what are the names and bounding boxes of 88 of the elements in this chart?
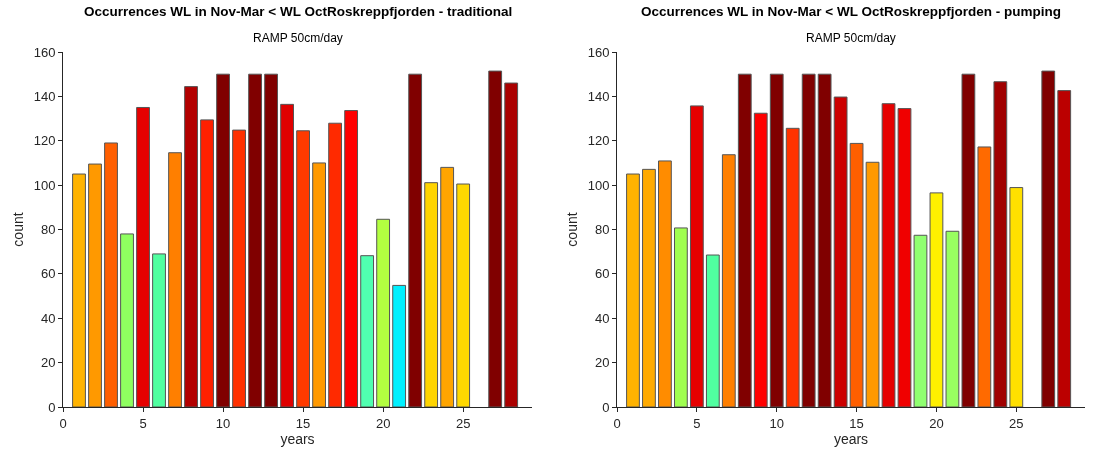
bar [785,127,800,407]
y-tick-label: 140 [33,88,56,104]
x-tick-label: 20 [375,415,391,431]
bar [504,82,519,407]
y-tick-label: 60 [594,266,610,282]
y-tick-label: 80 [594,222,610,238]
x-tick-label: 0 [59,415,67,431]
bar [977,146,992,407]
y-tick-label: 60 [40,266,56,282]
x-tick-label: 25 [455,415,471,431]
x-tick-label: 0 [613,415,621,431]
bar [705,254,720,407]
y-tick-label: 40 [594,310,610,326]
bar [200,119,214,407]
chart-subtitle: RAMP 50cm/day [806,31,896,45]
y-tick-label: 20 [594,355,610,371]
y-axis-title: count [564,212,581,247]
chart-title: Occurrences WL in Nov-Mar < WL OctRoskreppfjorden - pumping [641,4,1061,19]
bar [753,112,768,407]
bar [440,166,455,407]
bar [721,154,736,407]
bar [152,253,166,407]
bar [817,73,832,407]
bar [961,73,976,407]
bar [1009,187,1024,407]
x-tick-label: 10 [769,415,784,431]
bar [360,255,375,407]
bar [168,152,182,407]
bar [264,73,278,407]
bar [488,70,503,407]
bar [642,168,656,407]
x-tick-label: 25 [1009,415,1024,431]
x-tick-label: 5 [139,415,147,431]
bar [993,81,1008,407]
x-axis-title: years [280,430,315,447]
x-tick-label: 10 [215,415,231,431]
bar [408,73,423,407]
chart-title: Occurrences WL in Nov-Mar < WL OctRoskreppfjorden - traditional [84,4,513,19]
bar [865,161,880,407]
bar [392,284,407,407]
y-tick-label: 160 [33,44,56,60]
x-tick-label: 5 [693,415,701,431]
bar [88,163,102,407]
x-tick-label: 15 [295,415,311,431]
x-axis-title: years [833,430,869,447]
bar [737,73,752,407]
y-tick-label: 40 [40,310,56,326]
y-tick-label: 80 [40,222,56,238]
bar [945,230,960,407]
bar [136,106,150,407]
bar [232,129,246,407]
bar [658,160,672,407]
bar [849,142,864,407]
bar [184,86,198,407]
bar [72,173,86,407]
chart-subtitle: RAMP 50cm/day [253,31,343,45]
y-tick-label: 0 [602,399,610,415]
bar [328,122,343,407]
bar [296,130,311,407]
bar [626,173,640,407]
bar [424,182,439,407]
bar [104,142,118,407]
bar [833,96,848,407]
bar [216,73,230,407]
y-tick-label: 20 [40,355,56,371]
bar [344,110,359,407]
x-tick-label: 20 [929,415,944,431]
bar [801,73,816,407]
y-tick-label: 100 [33,177,56,193]
bar [312,162,327,407]
bar [456,183,471,407]
x-tick-label: 15 [849,415,864,431]
y-tick-label: 160 [587,44,610,60]
y-tick-label: 140 [587,88,610,104]
bar [248,73,262,407]
bar [1057,90,1072,407]
bar [769,73,784,407]
bar [376,218,391,407]
y-axis-title: count [10,212,27,247]
y-tick-label: 120 [33,133,56,149]
y-tick-label: 120 [587,133,610,149]
bar [674,227,688,407]
bar [689,105,704,407]
bar [120,233,134,407]
bar [1041,70,1056,407]
y-tick-label: 0 [48,399,56,415]
bar [280,103,294,407]
y-tick-label: 100 [587,177,610,193]
